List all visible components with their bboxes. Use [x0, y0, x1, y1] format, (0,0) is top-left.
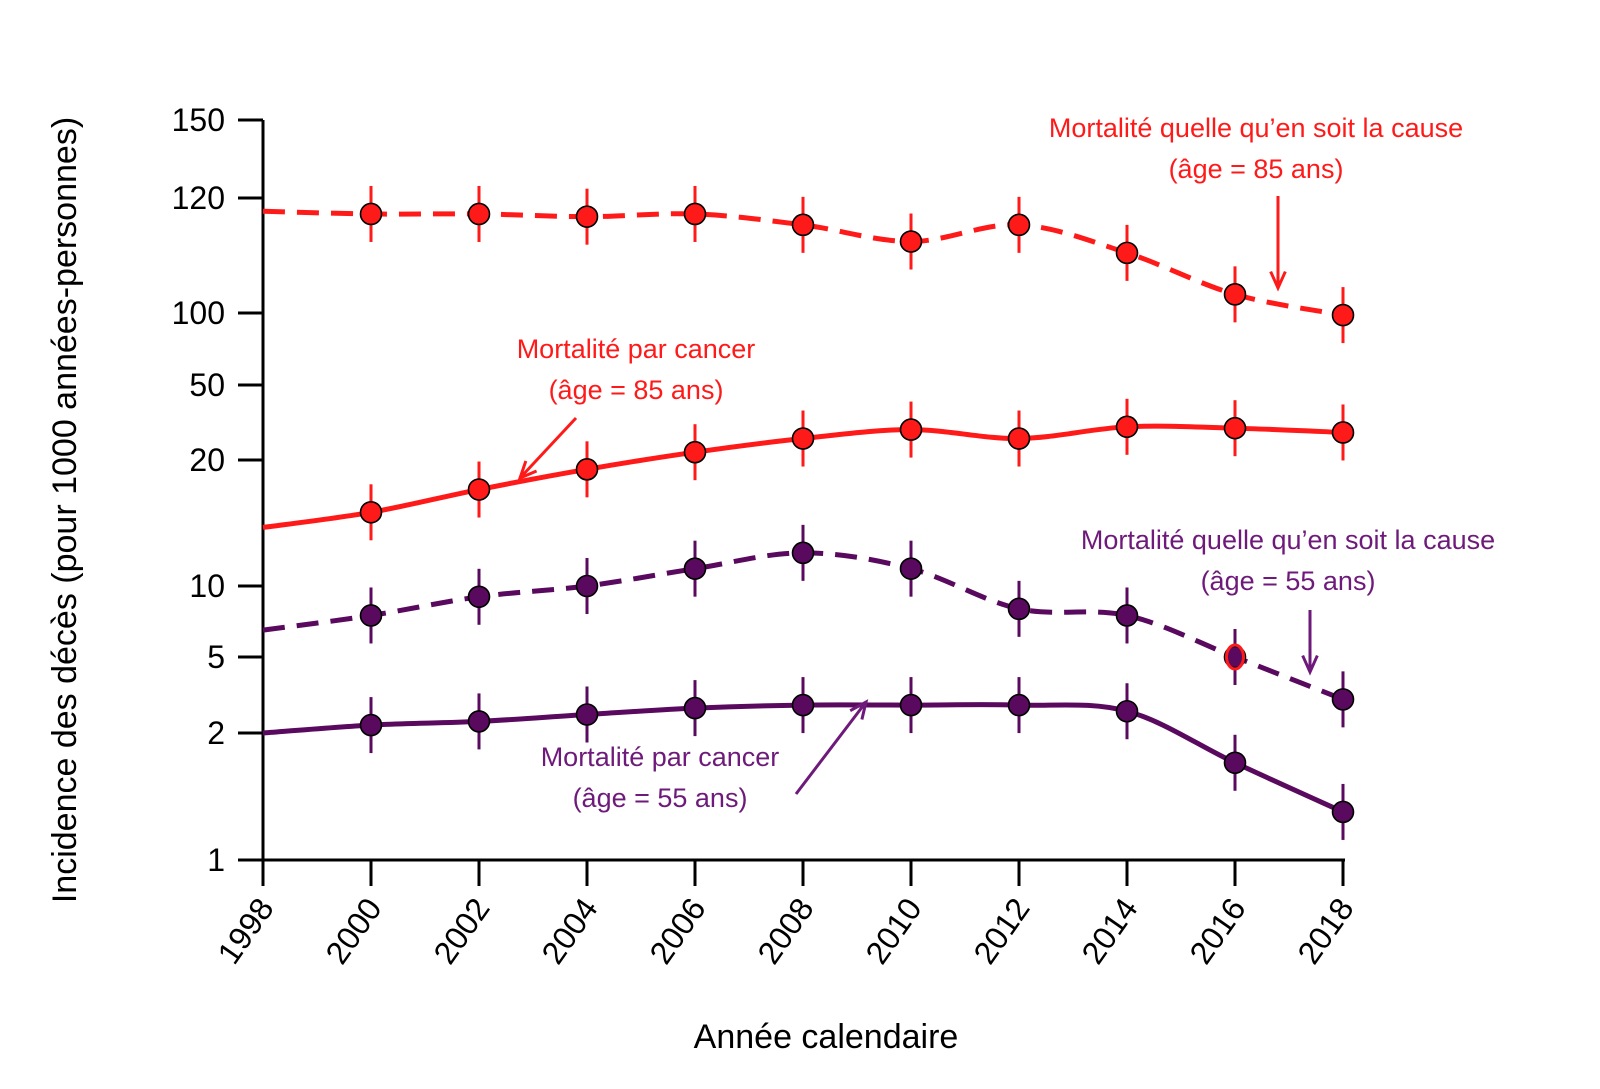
- data-point: [575, 205, 599, 228]
- x-tick-label: 2006: [642, 891, 712, 970]
- data-point: [899, 418, 923, 441]
- annotation-line2: (âge = 55 ans): [573, 783, 748, 813]
- arrow-head: [517, 460, 538, 481]
- data-point: [575, 458, 599, 481]
- annotation-line2: (âge = 85 ans): [549, 375, 724, 405]
- annotation-line1: Mortalité par cancer: [517, 334, 756, 364]
- y-tick-label: 50: [189, 367, 225, 403]
- series-line: [262, 208, 1344, 318]
- y-axis-title: Incidence des décès (pour 1000 années-pe…: [46, 117, 84, 903]
- data-point: [791, 213, 815, 237]
- annotation-arrow: [518, 416, 578, 480]
- data-point: [1223, 751, 1247, 775]
- annotation-cancer55: Mortalité par cancer (âge = 55 ans): [541, 699, 869, 813]
- y-tick-label: 150: [172, 102, 225, 138]
- x-tick-label: 2008: [750, 891, 820, 970]
- data-point: [1115, 699, 1139, 723]
- x-tick-label: 2016: [1182, 891, 1252, 970]
- x-axis-title: Année calendaire: [694, 1018, 959, 1056]
- data-point: [359, 202, 383, 226]
- annotation-arrow: [794, 701, 868, 795]
- data-point: [1331, 800, 1355, 824]
- x-ticks: 1998 2000 2002 2004 2006 2008 2010 2012 2014 2016…: [210, 860, 1361, 970]
- series-allcause85: [262, 185, 1355, 344]
- annotation-line2: (âge = 55 ans): [1201, 566, 1376, 596]
- annotation-cancer85: Mortalité par cancer (âge = 85 ans): [517, 334, 756, 481]
- x-tick-label: 2010: [858, 891, 928, 970]
- y-ticks: 1 2 5 10 20 50 100 120 150: [172, 102, 263, 878]
- series-layer: [262, 185, 1355, 840]
- series-cancer55: [262, 677, 1355, 840]
- highlight-ring: [1225, 643, 1245, 671]
- annotation-line1: Mortalité par cancer: [541, 742, 780, 772]
- data-point: [791, 541, 815, 565]
- y-tick-label: 100: [172, 295, 225, 331]
- arrow-head: [849, 699, 869, 720]
- annotation-allcause55: Mortalité quelle qu’en soit la cause (âge…: [1081, 525, 1495, 676]
- data-point: [359, 500, 383, 524]
- data-point: [1115, 415, 1139, 439]
- arrow-head: [1301, 654, 1319, 676]
- data-point: [791, 693, 815, 717]
- data-point: [683, 557, 707, 580]
- data-point: [899, 693, 923, 717]
- annotation-layer: Mortalité quelle qu’en soit la cause (âge…: [517, 113, 1495, 813]
- data-point: [683, 202, 707, 226]
- y-tick-label: 2: [207, 715, 225, 751]
- annotation-line1: Mortalité quelle qu’en soit la cause: [1081, 525, 1495, 555]
- data-point: [467, 202, 491, 226]
- data-point: [575, 574, 599, 598]
- data-point: [467, 710, 491, 733]
- data-point: [1007, 427, 1031, 450]
- x-tick-label: 2004: [534, 891, 604, 970]
- x-tick-label: 2014: [1074, 891, 1144, 970]
- data-point: [1007, 213, 1031, 237]
- data-point: [1007, 693, 1031, 717]
- y-tick-label: 20: [189, 442, 225, 478]
- data-point: [1331, 421, 1355, 444]
- series-cancer85: [262, 398, 1355, 541]
- data-point: [1331, 303, 1355, 327]
- data-point: [899, 230, 923, 253]
- data-point: [683, 440, 707, 464]
- data-point: [359, 713, 383, 737]
- x-tick-label: 2000: [318, 891, 388, 970]
- data-point: [1007, 597, 1031, 621]
- annotation-line2: (âge = 85 ans): [1169, 154, 1344, 184]
- y-tick-label: 10: [189, 568, 225, 604]
- y-tick-label: 120: [172, 180, 225, 216]
- data-point: [791, 427, 815, 450]
- y-tick-label: 5: [207, 639, 225, 675]
- x-tick-label: 2002: [426, 891, 496, 970]
- data-point: [575, 703, 599, 726]
- data-point: [1331, 688, 1355, 711]
- x-tick-label: 2018: [1290, 891, 1360, 970]
- data-point: [1223, 416, 1247, 440]
- arrow-head: [1269, 270, 1287, 292]
- x-tick-label: 2012: [966, 891, 1036, 970]
- data-point: [899, 557, 923, 580]
- data-point: [1223, 283, 1247, 306]
- data-point: [359, 604, 383, 627]
- data-point: [467, 478, 491, 501]
- data-point: [1115, 241, 1139, 265]
- annotation-line1: Mortalité quelle qu’en soit la cause: [1049, 113, 1463, 143]
- data-point: [1115, 604, 1139, 627]
- series-allcause55: [262, 524, 1355, 728]
- y-tick-label: 1: [207, 842, 225, 878]
- data-point: [467, 585, 491, 609]
- data-point: [683, 696, 707, 720]
- x-tick-label: 1998: [210, 891, 280, 970]
- annotation-allcause85: Mortalité quelle qu’en soit la cause (âge…: [1049, 113, 1463, 292]
